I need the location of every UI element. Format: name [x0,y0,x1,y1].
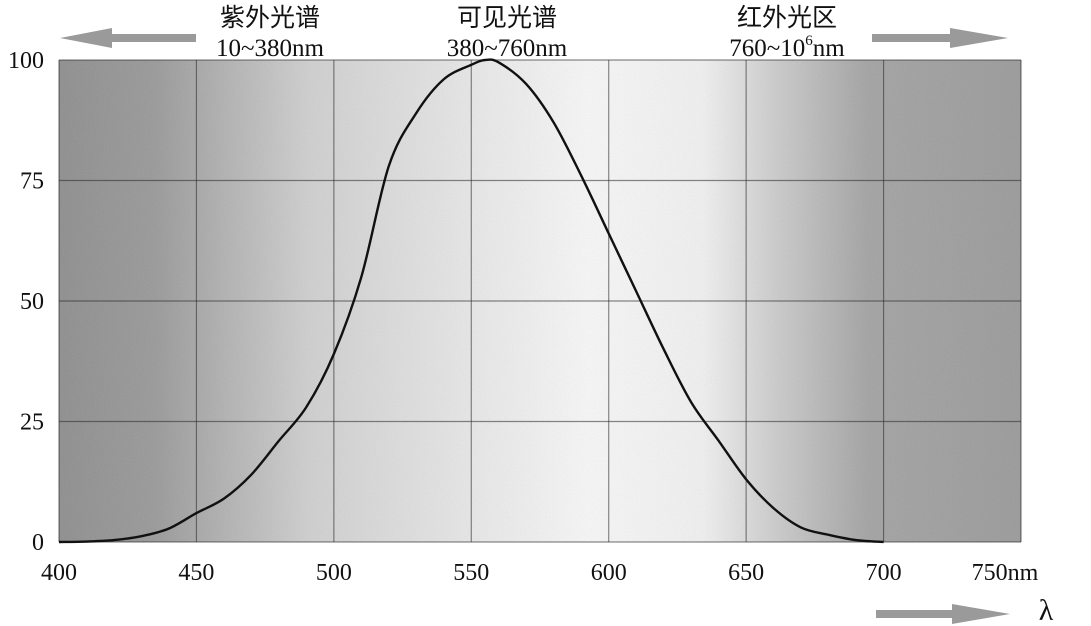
ir-range-exponent: 6 [805,33,813,49]
right-arrow-icon [872,28,1008,48]
grid-lines [58,59,1022,543]
y-tick-label: 75 [20,169,44,195]
tick-labels: 400 450 500 550 600 650 700 750nm 0 25 50 75 100 [8,48,1039,586]
x-tick-label: 650 [728,560,764,586]
y-tick-label: 100 [8,48,44,74]
lambda-arrow-icon [876,604,1010,624]
x-tick-label: 550 [453,560,489,586]
x-tick-label: 450 [178,560,214,586]
x-tick-label: 500 [316,560,352,586]
x-tick-label: 600 [591,560,627,586]
uv-region-name: 紫外光谱 [220,3,320,32]
ir-range-unit: nm [813,35,846,62]
uv-region-range: 10~380nm [216,35,325,62]
y-tick-label: 0 [32,530,44,556]
left-arrow-icon [60,28,196,48]
x-tick-label: 400 [41,560,77,586]
x-tick-label: 700 [866,560,902,586]
visible-region-name: 可见光谱 [457,3,557,32]
ir-region-range: 760~106nm [729,33,845,62]
ir-range-base: 760~10 [729,35,805,62]
curve-layer [58,58,884,544]
x-axis-label: λ [1039,594,1054,626]
sensitivity-curve [58,58,884,544]
y-tick-label: 25 [20,410,44,436]
visible-region-range: 380~760nm [447,35,568,62]
y-tick-label: 50 [20,289,44,315]
x-tick-label: 750nm [972,560,1039,586]
region-header: 紫外光谱 10~380nm 可见光谱 380~760nm 红外光区 760~10… [60,3,1054,626]
ir-region-name: 红外光区 [737,3,837,32]
